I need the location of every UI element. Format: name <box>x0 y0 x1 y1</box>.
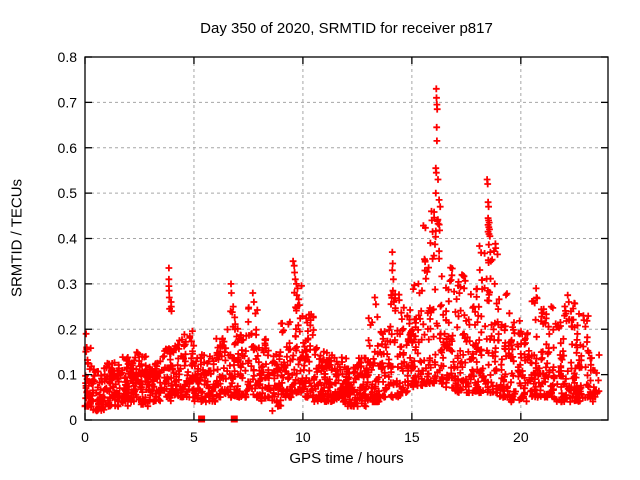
y-tick-label: 0.1 <box>58 367 78 383</box>
baseline-flag-marker <box>198 415 206 423</box>
y-tick-label: 0.6 <box>58 140 78 156</box>
x-tick-label: 0 <box>81 429 89 445</box>
y-tick-label: 0.5 <box>58 185 78 201</box>
y-tick-label: 0.8 <box>58 49 78 65</box>
baseline-flag-marker <box>230 415 238 423</box>
y-tick-label: 0.7 <box>58 94 78 110</box>
x-axis-label: GPS time / hours <box>289 450 404 467</box>
y-tick-label: 0.4 <box>58 231 78 247</box>
y-tick-label: 0 <box>69 412 77 428</box>
y-axis-label: SRMTID / TECUs <box>8 178 26 298</box>
x-tick-label: 15 <box>404 429 420 445</box>
y-tick-label: 0.2 <box>58 321 78 337</box>
x-tick-label: 5 <box>190 429 198 445</box>
y-tick-label: 0.3 <box>58 276 78 292</box>
x-tick-label: 20 <box>513 429 529 445</box>
chart-title: Day 350 of 2020, SRMTID for receiver p81… <box>200 20 493 37</box>
scatter-points <box>81 85 603 415</box>
x-tick-label: 10 <box>295 429 311 445</box>
